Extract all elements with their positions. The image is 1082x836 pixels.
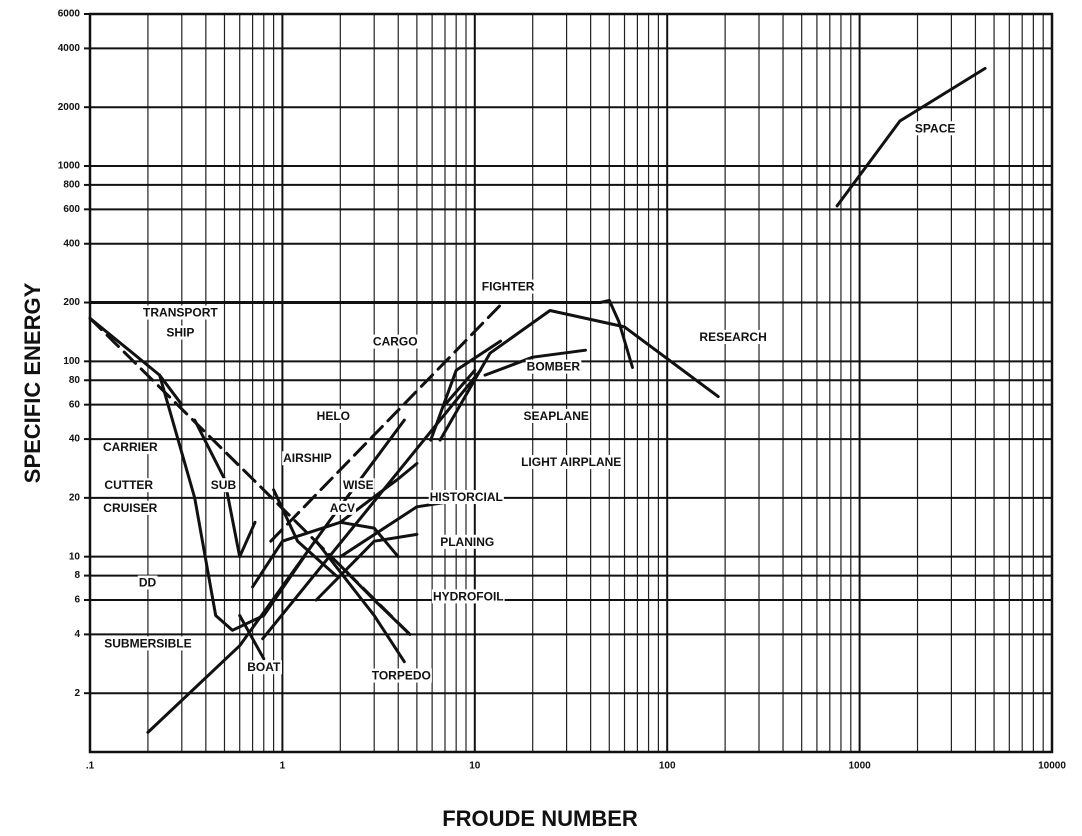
curve — [338, 564, 412, 636]
y-tick-label: 4000 — [58, 43, 81, 54]
plot-frame — [88, 12, 1054, 754]
annotation-bg — [371, 334, 419, 349]
x-tick-label: 1000 — [848, 761, 871, 772]
annotation: HYDROFOIL — [433, 589, 504, 603]
annotation-bg — [165, 325, 196, 340]
x-tick-label: 100 — [659, 761, 676, 772]
y-tick-label: 4 — [74, 629, 80, 640]
curve — [483, 348, 587, 377]
annotation: SUB — [211, 478, 237, 492]
annotation: SHIP — [166, 326, 194, 340]
y-tick-label: 200 — [63, 297, 80, 308]
y-tick-label: 10 — [69, 551, 81, 562]
annotation-bg — [103, 636, 193, 651]
annotation: HISTORCIAL — [430, 490, 503, 504]
annotation-bg — [102, 500, 159, 515]
curve — [272, 488, 338, 578]
curve — [314, 532, 419, 602]
annotation-bg — [431, 589, 505, 604]
annotation-bg — [913, 121, 957, 136]
x-tick-label: 1 — [280, 761, 286, 772]
annotation: SPACE — [915, 121, 955, 135]
x-tick-label: 10 — [469, 761, 481, 772]
annotation: CRUISER — [103, 501, 157, 515]
annotation-bg — [522, 408, 590, 423]
y-tick-label: 6 — [74, 595, 80, 606]
annotation: WISE — [343, 478, 374, 492]
curve — [314, 539, 406, 664]
annotation: BOMBER — [527, 360, 581, 374]
annotation: HELO — [317, 409, 350, 423]
curve — [438, 309, 720, 442]
curve — [338, 462, 419, 524]
annotation-bg — [103, 478, 155, 493]
annotation: TORPEDO — [372, 669, 431, 683]
curve — [158, 373, 306, 632]
annotation: SEAPLANE — [524, 409, 589, 423]
y-tick-label: 400 — [63, 238, 80, 249]
curve — [238, 614, 266, 661]
annotation: RESEARCH — [699, 330, 766, 344]
annotation-bg — [428, 490, 504, 505]
annotation-bg — [370, 668, 432, 683]
annotation-bg — [142, 305, 220, 320]
y-tick-label: 60 — [69, 399, 81, 410]
y-tick-label: 8 — [74, 570, 80, 581]
annotation-bg — [480, 279, 536, 294]
y-tick-label: 600 — [63, 204, 80, 215]
curve — [429, 339, 502, 442]
curve — [269, 301, 505, 543]
y-tick-label: 6000 — [58, 9, 81, 20]
annotation-bg — [341, 478, 375, 493]
annotation: FIGHTER — [482, 280, 535, 294]
annotation-bg — [101, 440, 159, 455]
x-axis-title: FROUDE NUMBER — [442, 806, 638, 831]
y-tick-label: 40 — [69, 434, 81, 445]
curve — [88, 298, 634, 369]
annotation-bg — [328, 500, 357, 515]
annotation-bg — [246, 660, 282, 675]
y-tick-label: 20 — [69, 493, 81, 504]
annotation: BOAT — [247, 660, 281, 674]
y-axis-title: SPECIFIC ENERGY — [20, 282, 45, 483]
y-tick-label: 1000 — [58, 161, 81, 172]
curve — [443, 368, 477, 407]
annotation-bg — [282, 451, 333, 466]
curve — [835, 66, 987, 208]
annotation-bg — [315, 408, 352, 423]
y-tick-label: 800 — [63, 180, 80, 191]
annotation: CARRIER — [103, 440, 158, 454]
annotation-bg — [698, 329, 768, 344]
annotation: CUTTER — [104, 478, 153, 492]
x-tick-label: 10000 — [1038, 761, 1066, 772]
annotation: DD — [139, 576, 157, 590]
annotation: LIGHT AIRPLANE — [521, 455, 621, 469]
annotation: AIRSHIP — [283, 451, 332, 465]
y-tick-label: 2000 — [58, 102, 81, 113]
annotation: PLANING — [440, 535, 494, 549]
y-tick-label: 2 — [74, 688, 80, 699]
annotation-bg — [439, 534, 496, 549]
annotation-bg — [520, 455, 623, 470]
annotation-bg — [209, 478, 238, 493]
y-tick-label: 80 — [69, 375, 81, 386]
y-tick-label: 100 — [63, 356, 80, 367]
annotation: SUBMERSIBLE — [104, 636, 191, 650]
annotation-bg — [525, 359, 582, 374]
annotation: ACV — [330, 501, 355, 515]
annotation: TRANSPORT — [143, 306, 218, 320]
annotation: CARGO — [373, 335, 418, 349]
curve — [261, 368, 482, 641]
annotation-bg — [137, 575, 158, 590]
x-tick-label: .1 — [86, 761, 95, 772]
curve — [193, 418, 257, 559]
